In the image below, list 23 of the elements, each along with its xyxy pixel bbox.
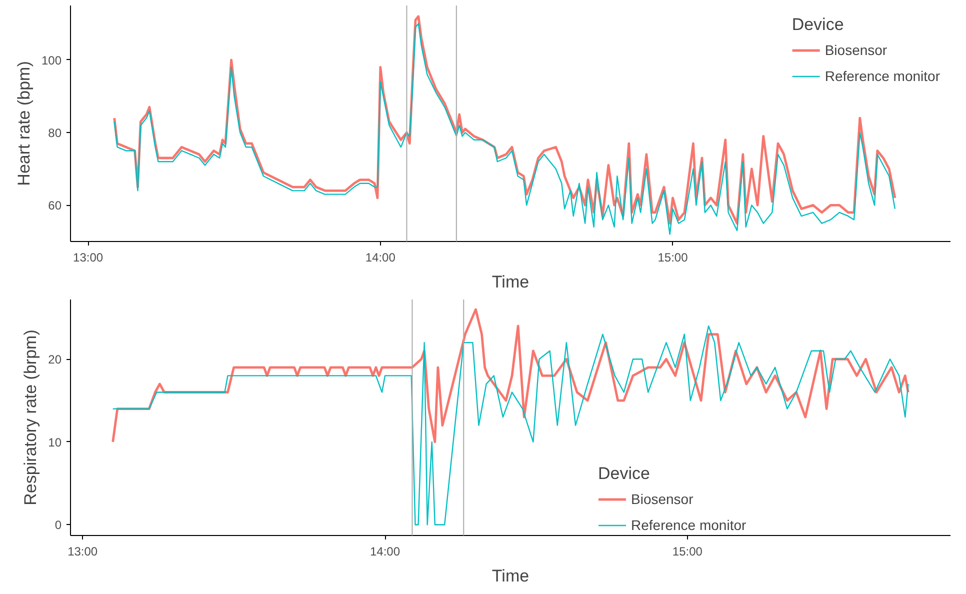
y-tick-label: 100 [41, 53, 62, 68]
legend-title: Device [598, 464, 651, 484]
y-axis-title: Respiratory rate (brpm) [21, 330, 40, 506]
x-tick-label: 15:00 [672, 544, 703, 558]
x-axis-title: Time [492, 272, 530, 292]
x-tick-label: 13:00 [73, 250, 104, 264]
legend-label: Biosensor [631, 491, 694, 507]
x-axis-title: Time [492, 566, 530, 586]
x-tick-label: 15:00 [658, 250, 688, 264]
legend-title: Device [792, 15, 845, 35]
x-tick-label: 14:00 [365, 250, 396, 264]
y-axis-title: Heart rate (bpm) [14, 61, 34, 186]
y-tick-label: 80 [48, 126, 62, 140]
y-tick-label: 0 [54, 518, 62, 532]
y-tick-label: 10 [48, 435, 62, 450]
x-tick-label: 14:00 [370, 544, 400, 558]
legend-label: Reference monitor [824, 68, 940, 84]
legend-label: Reference monitor [631, 517, 746, 533]
y-tick-label: 60 [48, 198, 62, 213]
y-tick-label: 20 [48, 352, 62, 367]
x-tick-label: 13:00 [68, 544, 98, 558]
line-series [112, 308, 910, 444]
legend-label: Biosensor [824, 42, 888, 58]
